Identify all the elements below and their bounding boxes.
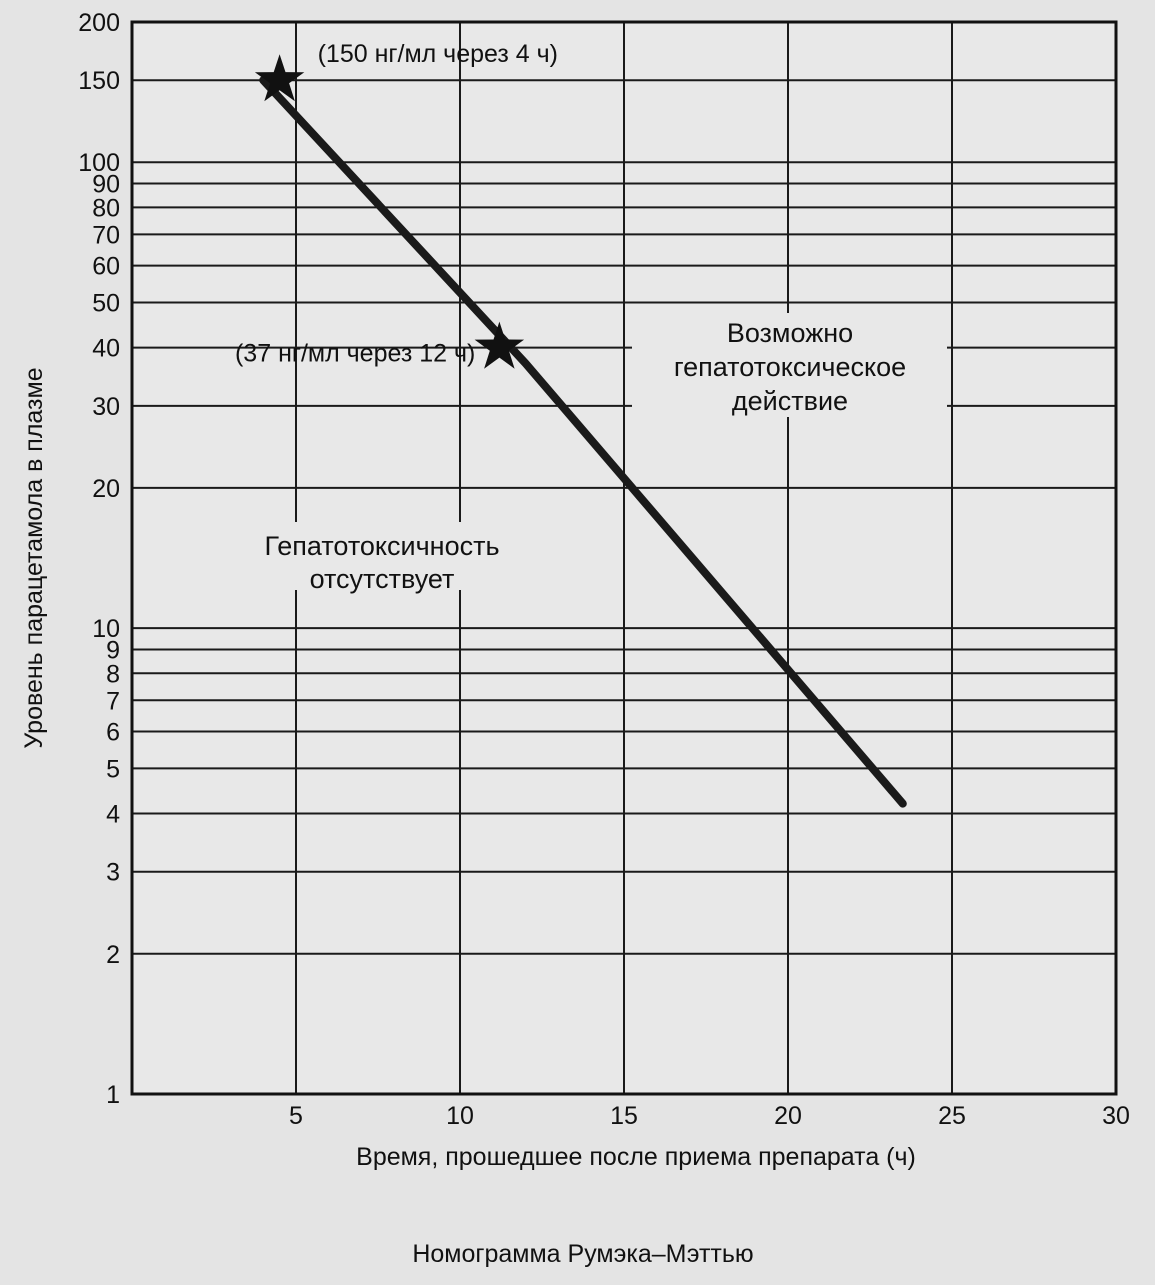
y-tick-label: 9 [106, 636, 120, 664]
y-axis-label: Уровень парацетамола в плазме [20, 367, 48, 748]
y-tick-label: 4 [106, 801, 120, 829]
x-axis-label: Время, прошедшее после приема препарата … [356, 1143, 916, 1171]
marker-annotation: (37 нг/мл через 12 ч) [235, 340, 475, 368]
data-markers [254, 54, 525, 369]
plot-frame [130, 20, 1118, 1096]
x-tick-label: 25 [938, 1102, 966, 1130]
region-label-line: Гепатотоксичность [264, 531, 499, 561]
x-tick-label: 5 [289, 1102, 303, 1130]
y-tick-label: 150 [78, 67, 120, 95]
y-tick-label: 1 [106, 1081, 120, 1109]
y-tick-label: 6 [106, 718, 120, 746]
x-tick-label: 10 [446, 1102, 474, 1130]
y-tick-label: 200 [78, 9, 120, 37]
y-tick-label: 2 [106, 941, 120, 969]
y-tick-label: 20 [92, 475, 120, 503]
y-tick-label: 8 [106, 660, 120, 688]
y-tick-label: 5 [106, 755, 120, 783]
region-label-line: гепатотоксическое [674, 352, 906, 382]
y-tick-label: 3 [106, 859, 120, 887]
region-label-backdrop-left [225, 522, 540, 590]
y-tick-label: 90 [92, 171, 120, 199]
series-line [259, 76, 907, 808]
region-label-line: Возможно [727, 318, 853, 348]
x-tick-label: 20 [774, 1102, 802, 1130]
chart-caption: Номограмма Румэка–Мэттью [412, 1240, 753, 1268]
x-tick-labels: 5 10 15 20 25 30 [289, 1102, 1130, 1130]
y-tick-label: 60 [92, 253, 120, 281]
y-tick-label: 70 [92, 221, 120, 249]
y-tick-label: 30 [92, 393, 120, 421]
star-marker [254, 54, 305, 102]
y-tick-label: 80 [92, 194, 120, 222]
x-tick-label: 30 [1102, 1102, 1130, 1130]
treatment-line [259, 76, 907, 808]
y-tick-label: 100 [78, 149, 120, 177]
y-tick-label: 50 [92, 289, 120, 317]
marker-annotation: (150 нг/мл через 4 ч) [318, 40, 558, 68]
y-tick-label: 7 [106, 687, 120, 715]
marker-annotations: (150 нг/мл через 4 ч) (37 нг/мл через 12 … [235, 40, 558, 367]
region-label-backdrop-right [632, 313, 947, 417]
star-marker [474, 321, 525, 369]
y-tick-label: 40 [92, 335, 120, 363]
region-label-line: отсутствует [310, 564, 455, 594]
x-tick-label: 15 [610, 1102, 638, 1130]
region-label-line: действие [732, 386, 848, 416]
y-tick-label: 10 [92, 615, 120, 643]
